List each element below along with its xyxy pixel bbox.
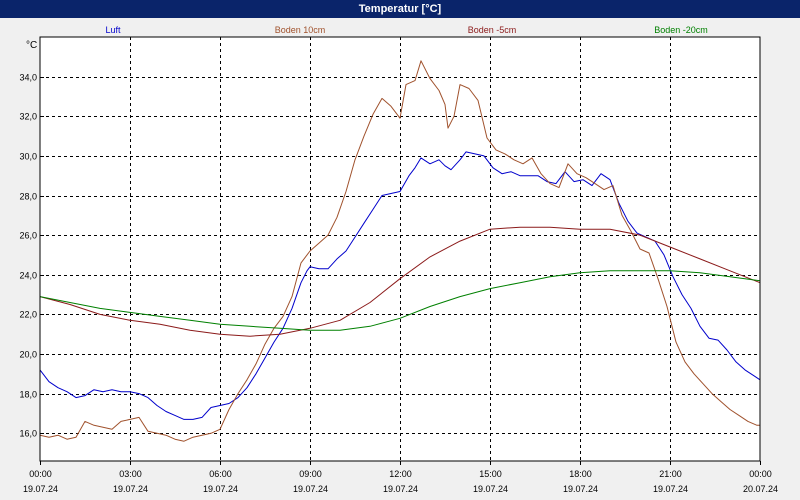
x-tick-time-label: 06:00 bbox=[209, 469, 232, 479]
x-tick-date-label: 19.07.24 bbox=[383, 484, 418, 494]
y-tick-label: 28,0 bbox=[19, 192, 37, 202]
legend: Luft Boden 10cm Boden -5cm Boden -20cm bbox=[105, 25, 707, 35]
x-tick-time-label: 12:00 bbox=[389, 469, 412, 479]
x-tick-time-label: 09:00 bbox=[299, 469, 322, 479]
x-tick-time-label: 18:00 bbox=[569, 469, 592, 479]
y-axis-unit: °C bbox=[26, 40, 37, 51]
x-tick-date-label: 19.07.24 bbox=[653, 484, 688, 494]
series-line-2 bbox=[39, 226, 761, 337]
y-tick-label: 18,0 bbox=[19, 390, 37, 400]
x-axis-ticks: 00:00 19.07.24 03:00 19.07.24 06:00 19.07.24 0… bbox=[23, 461, 778, 494]
y-tick-label: 26,0 bbox=[19, 231, 37, 241]
legend-entry: Boden 10cm bbox=[275, 25, 326, 35]
y-tick-label: 22,0 bbox=[19, 310, 37, 320]
x-tick-date-label: 20.07.24 bbox=[743, 484, 778, 494]
x-tick-date-label: 19.07.24 bbox=[473, 484, 508, 494]
grid bbox=[40, 37, 760, 461]
y-tick-label: 34,0 bbox=[19, 73, 37, 83]
x-tick-time-label: 00:00 bbox=[749, 469, 772, 479]
y-tick-label: 32,0 bbox=[19, 112, 37, 122]
x-tick-date-label: 19.07.24 bbox=[113, 484, 148, 494]
legend-entry: Boden -5cm bbox=[468, 25, 517, 35]
x-tick-date-label: 19.07.24 bbox=[293, 484, 328, 494]
legend-entry: Luft bbox=[105, 25, 121, 35]
y-tick-label: 20,0 bbox=[19, 350, 37, 360]
series-line-0 bbox=[39, 151, 761, 420]
y-tick-label: 24,0 bbox=[19, 271, 37, 281]
x-tick-time-label: 15:00 bbox=[479, 469, 502, 479]
series-line-3 bbox=[39, 270, 761, 331]
y-tick-label: 16,0 bbox=[19, 429, 37, 439]
x-tick-time-label: 00:00 bbox=[29, 469, 52, 479]
x-tick-date-label: 19.07.24 bbox=[23, 484, 58, 494]
x-tick-time-label: 21:00 bbox=[659, 469, 682, 479]
series-lines bbox=[39, 60, 761, 442]
x-tick-date-label: 19.07.24 bbox=[563, 484, 598, 494]
series-line-1 bbox=[39, 60, 760, 442]
legend-entry: Boden -20cm bbox=[654, 25, 708, 35]
window-title: Temperatur [°C] bbox=[0, 0, 800, 18]
y-axis-ticks: 16,0 18,0 20,0 22,0 24,0 26,0 28,0 30,0 32,0 34,0 bbox=[19, 73, 44, 439]
x-tick-time-label: 03:00 bbox=[119, 469, 142, 479]
y-tick-label: 30,0 bbox=[19, 152, 37, 162]
x-tick-date-label: 19.07.24 bbox=[203, 484, 238, 494]
